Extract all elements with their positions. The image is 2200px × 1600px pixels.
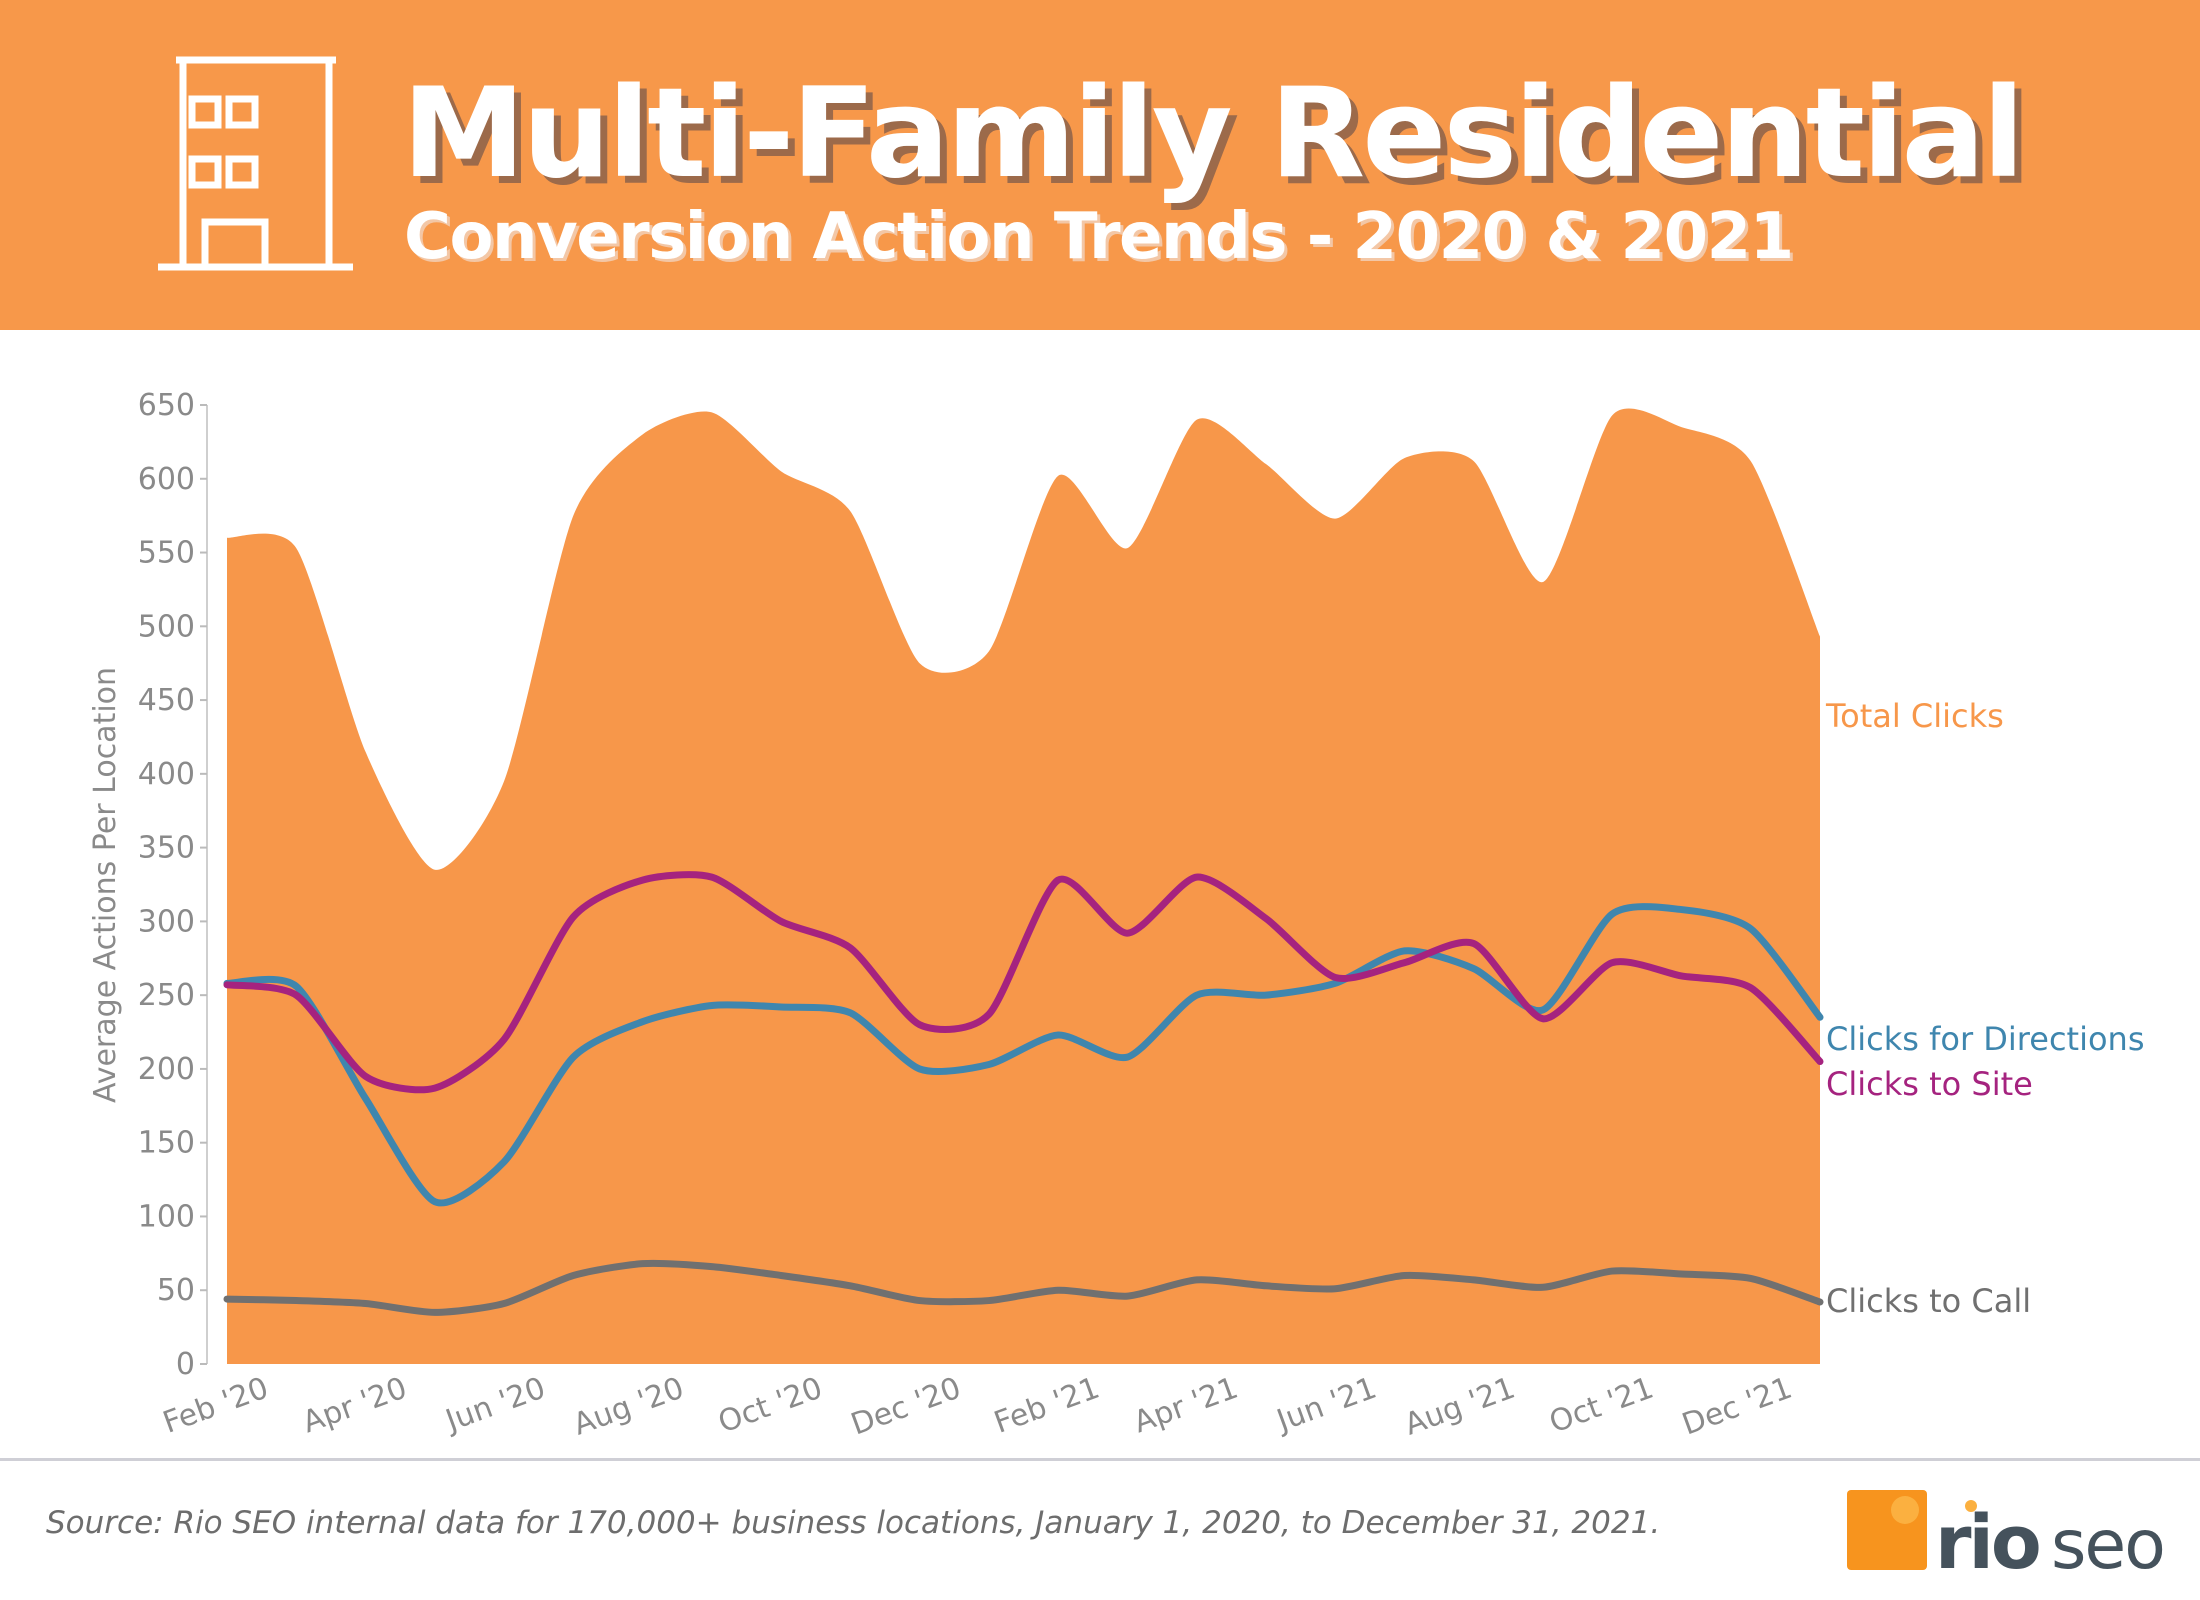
page-subtitle: Conversion Action Trends - 2020 & 2021 [404,200,1794,274]
y-tick-label: 500 [138,609,195,644]
area-total-clicks [227,408,1820,1364]
building-icon [158,56,353,271]
x-tick-label: Aug '21 [1400,1371,1520,1443]
y-tick-label: 0 [176,1347,195,1382]
source-note: Source: Rio SEO internal data for 170,00… [46,1505,1661,1541]
rio-seo-logo: rio seo [1847,1490,2166,1580]
series-label-clicks-for-directions: Clicks for Directions [1826,1020,2145,1058]
series-label-clicks-to-site: Clicks to Site [1826,1065,2033,1103]
y-tick-label: 550 [138,536,195,571]
series-label-total-clicks: Total Clicks [1825,697,2004,735]
y-tick-label: 100 [138,1199,195,1234]
footer-divider [0,1458,2200,1461]
x-tick-label: Oct '20 [714,1371,827,1441]
x-tick-label: Apr '20 [298,1371,411,1441]
y-tick-label: 150 [138,1126,195,1161]
line-clicks-for-directions [223,903,1824,1207]
line-clicks-to-call [223,1259,1824,1316]
x-tick-label: Oct '21 [1545,1371,1658,1441]
x-tick-label: Feb '21 [990,1371,1104,1441]
x-tick-label: Apr '21 [1129,1371,1242,1441]
y-tick-label: 300 [138,904,195,939]
y-tick-label: 650 [138,388,195,423]
y-tick-label: 450 [138,683,195,718]
x-tick-label: Jun '20 [440,1371,550,1440]
y-tick-label: 50 [157,1273,195,1308]
svg-text:rio: rio [1935,1500,2039,1580]
y-tick-label: 200 [138,1052,195,1087]
x-tick-label: Jun '21 [1271,1371,1381,1440]
y-tick-label: 600 [138,462,195,497]
y-tick-label: 350 [138,831,195,866]
x-tick-label: Dec '21 [1678,1371,1797,1443]
y-tick-label: 250 [138,978,195,1013]
chart: 0 50 100 150 200 250 300 350 400 450 500 550 600 650 T… [88,388,2145,1443]
x-tick-label: Aug '20 [569,1371,689,1443]
header-banner: Multi-Family Residential Conversion Acti… [0,0,2200,330]
y-tick-label: 400 [138,757,195,792]
series-label-clicks-to-call: Clicks to Call [1826,1282,2031,1320]
y-axis-title: Average Actions Per Location [88,667,123,1103]
page-title: Multi-Family Residential [402,62,2025,206]
x-tick-label: Dec '20 [846,1371,965,1443]
line-clicks-to-site [223,871,1824,1094]
svg-text:seo: seo [2051,1506,2164,1580]
